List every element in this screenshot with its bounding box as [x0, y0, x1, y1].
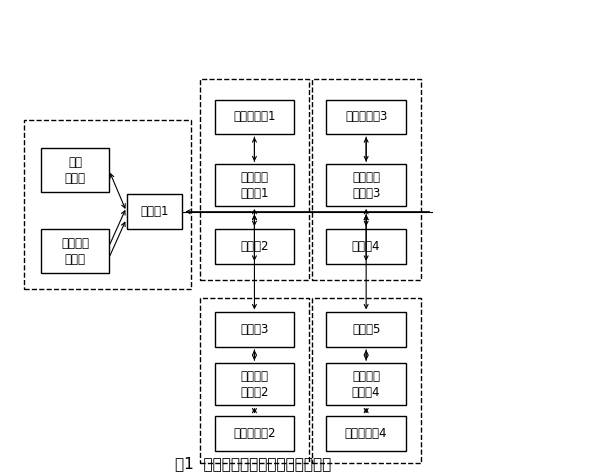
Text: 高速摄像机4: 高速摄像机4	[345, 427, 388, 440]
Bar	[312, 79, 421, 280]
Text: 触发信号
接收器2: 触发信号 接收器2	[240, 370, 269, 398]
Bar	[200, 298, 309, 463]
Text: 触发信号
接收器4: 触发信号 接收器4	[352, 370, 380, 398]
Text: 图1  高速摄像机远程同步触发系统图: 图1 高速摄像机远程同步触发系统图	[175, 456, 331, 471]
Bar	[215, 229, 294, 264]
Bar	[326, 229, 406, 264]
Bar	[312, 298, 421, 463]
Bar	[326, 100, 406, 134]
Bar	[215, 363, 294, 405]
Bar	[23, 120, 191, 289]
Bar	[215, 312, 294, 347]
Bar	[326, 416, 406, 451]
Text: 交换机4: 交换机4	[352, 240, 380, 253]
Text: 交换机3: 交换机3	[240, 323, 269, 336]
Bar	[215, 100, 294, 134]
Text: 触发信号
接收器1: 触发信号 接收器1	[240, 170, 269, 200]
Bar	[127, 194, 182, 229]
Bar	[41, 229, 109, 273]
Bar	[326, 312, 406, 347]
Bar	[200, 79, 309, 280]
Bar	[326, 363, 406, 405]
Text: 交换机2: 交换机2	[240, 240, 269, 253]
Text: 触发信号
发送器: 触发信号 发送器	[61, 236, 89, 266]
Bar	[41, 148, 109, 192]
Text: 高速摄像机3: 高速摄像机3	[345, 110, 388, 123]
Bar	[326, 164, 406, 206]
Text: 高速摄像机1: 高速摄像机1	[233, 110, 275, 123]
Text: 监控
计算机: 监控 计算机	[65, 156, 86, 185]
Text: 交换机1: 交换机1	[140, 205, 169, 218]
Text: 高速摄像机2: 高速摄像机2	[233, 427, 275, 440]
Bar	[215, 416, 294, 451]
Text: 触发信号
接收器3: 触发信号 接收器3	[352, 170, 380, 200]
Text: 交换机5: 交换机5	[352, 323, 380, 336]
Bar	[215, 164, 294, 206]
